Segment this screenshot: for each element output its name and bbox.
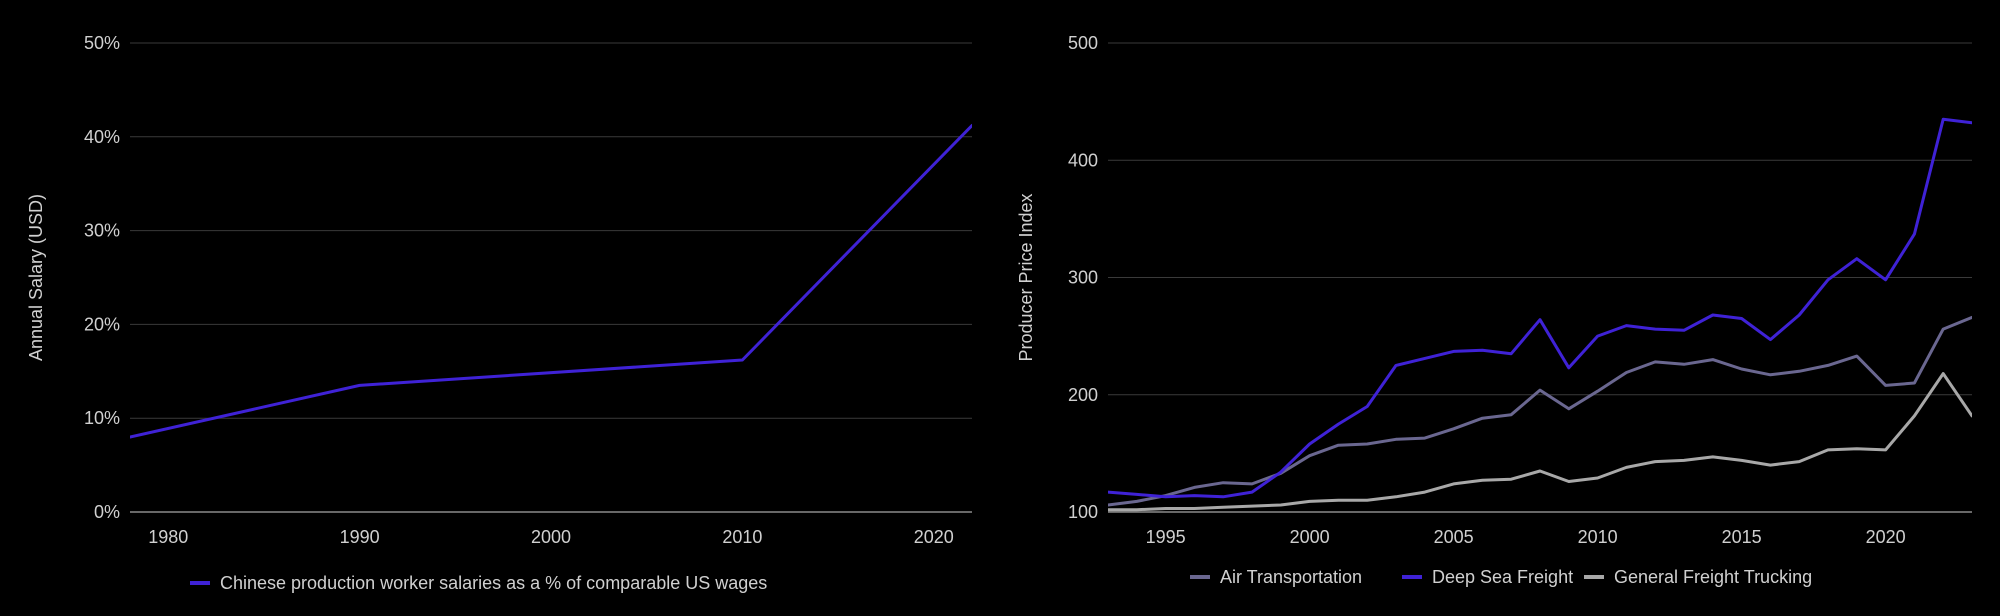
producer-price-index-chart: 100 200 300 400 500 1995 2000 2005 2010 2015 2020 P… bbox=[1016, 33, 1972, 587]
series-line-deep-sea-freight bbox=[1108, 117, 1972, 499]
salary-ratio-chart: 0% 10% 20% 30% 40% 50% 1980 1990 2000 2010 2020 Ann… bbox=[26, 33, 972, 593]
y-tick-label: 500 bbox=[1068, 33, 1098, 53]
x-tick-label: 2000 bbox=[1290, 527, 1330, 547]
y-tick-label: 400 bbox=[1068, 150, 1098, 170]
y-tick-label: 50% bbox=[84, 33, 120, 53]
x-tick-label: 1980 bbox=[148, 527, 188, 547]
y-tick-label: 0% bbox=[94, 502, 120, 522]
y-tick-label: 10% bbox=[84, 408, 120, 428]
y-tick-label: 200 bbox=[1068, 385, 1098, 405]
legend-label: Air Transportation bbox=[1220, 567, 1362, 587]
x-tick-label: 2010 bbox=[722, 527, 762, 547]
legend-label: Chinese production worker salaries as a … bbox=[220, 573, 767, 593]
y-tick-label: 30% bbox=[84, 221, 120, 241]
legend-label: General Freight Trucking bbox=[1614, 567, 1812, 587]
series-line-air-transportation bbox=[1108, 315, 1972, 507]
x-tick-label: 1990 bbox=[340, 527, 380, 547]
y-tick-label: 20% bbox=[84, 314, 120, 334]
y-axis-label: Annual Salary (USD) bbox=[26, 194, 46, 361]
x-tick-label: 2020 bbox=[914, 527, 954, 547]
x-tick-label: 2015 bbox=[1722, 527, 1762, 547]
x-tick-label: 1995 bbox=[1146, 527, 1186, 547]
series-line-general-freight-trucking bbox=[1108, 372, 1972, 512]
y-tick-label: 300 bbox=[1068, 268, 1098, 288]
x-tick-label: 2010 bbox=[1578, 527, 1618, 547]
x-tick-label: 2005 bbox=[1434, 527, 1474, 547]
y-tick-label: 100 bbox=[1068, 502, 1098, 522]
x-tick-label: 2000 bbox=[531, 527, 571, 547]
series-line-chinese-production-worker-salaries-as-a-of-comparable-us-wages bbox=[130, 124, 972, 439]
x-tick-label: 2020 bbox=[1866, 527, 1906, 547]
y-axis-label: Producer Price Index bbox=[1016, 193, 1036, 361]
y-tick-label: 40% bbox=[84, 127, 120, 147]
legend-label: Deep Sea Freight bbox=[1432, 567, 1573, 587]
